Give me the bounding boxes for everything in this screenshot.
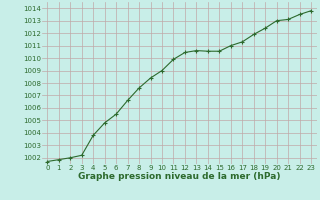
X-axis label: Graphe pression niveau de la mer (hPa): Graphe pression niveau de la mer (hPa) <box>78 172 280 181</box>
